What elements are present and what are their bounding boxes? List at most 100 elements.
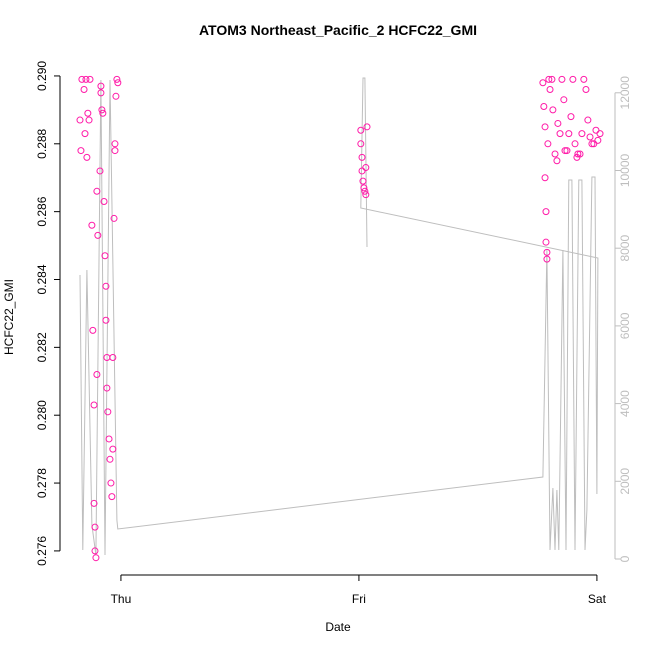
data-point <box>540 102 548 110</box>
data-point <box>93 370 101 378</box>
data-point <box>109 354 117 362</box>
data-point <box>551 150 559 158</box>
data-point <box>586 133 594 141</box>
data-point <box>100 197 108 205</box>
y-tick-label: 0.278 <box>35 468 49 498</box>
x-axis-label: Date <box>325 620 351 634</box>
data-point <box>548 75 556 83</box>
data-point <box>358 167 366 175</box>
data-point <box>567 113 575 121</box>
data-point <box>584 116 592 124</box>
data-point <box>90 401 98 409</box>
data-point <box>88 221 96 229</box>
y-tick-label: 0.282 <box>35 332 49 362</box>
y-axis-label: HCFC22_GMI <box>2 279 16 355</box>
data-point <box>97 82 105 90</box>
data-point <box>113 75 121 83</box>
data-point <box>101 252 109 260</box>
data-point <box>76 116 84 124</box>
data-point <box>596 130 604 138</box>
data-point <box>554 119 562 127</box>
data-point <box>542 238 550 246</box>
x-tick-label: Thu <box>111 592 132 606</box>
data-point <box>563 147 571 155</box>
y2-tick-label: 10000 <box>618 153 632 187</box>
y2-tick-label: 2000 <box>618 468 632 495</box>
data-point <box>582 86 590 94</box>
data-point <box>85 116 93 124</box>
data-point <box>82 75 90 83</box>
data-point <box>89 326 97 334</box>
data-point <box>588 140 596 148</box>
data-point <box>553 157 561 165</box>
data-point <box>560 96 568 104</box>
y2-tick-label: 6000 <box>618 312 632 339</box>
data-point <box>569 75 577 83</box>
data-point <box>580 75 588 83</box>
data-point <box>362 191 370 199</box>
y-tick-label: 0.284 <box>35 264 49 294</box>
data-point <box>104 408 112 416</box>
data-point <box>545 75 553 83</box>
data-point <box>78 75 86 83</box>
data-point <box>94 231 102 239</box>
data-point <box>357 140 365 148</box>
data-point <box>541 174 549 182</box>
data-point <box>86 75 94 83</box>
data-point <box>83 153 91 161</box>
data-point <box>543 248 551 256</box>
data-point <box>558 75 566 83</box>
data-point <box>110 214 118 222</box>
data-point <box>91 547 99 555</box>
data-point <box>106 455 114 463</box>
data-point <box>77 147 85 155</box>
data-point <box>91 523 99 531</box>
chart-title: ATOM3 Northeast_Pacific_2 HCFC22_GMI <box>199 22 477 38</box>
data-point <box>102 316 110 324</box>
data-point <box>571 140 579 148</box>
data-point <box>93 187 101 195</box>
y2-tick-label: 4000 <box>618 390 632 417</box>
data-point <box>109 445 117 453</box>
data-point <box>574 150 582 158</box>
data-point <box>594 136 602 144</box>
data-point <box>114 79 122 87</box>
data-point <box>539 79 547 87</box>
data-point <box>103 384 111 392</box>
y2-tick-label: 8000 <box>618 235 632 262</box>
data-point <box>578 130 586 138</box>
data-point <box>107 479 115 487</box>
y2-tick-label: 0 <box>618 555 632 562</box>
y-tick-label: 0.280 <box>35 400 49 430</box>
data-point <box>97 89 105 97</box>
data-point <box>98 106 106 114</box>
data-point <box>362 164 370 172</box>
data-point <box>541 123 549 131</box>
x-tick-label: Fri <box>352 592 366 606</box>
y-tick-label: 0.286 <box>35 196 49 226</box>
x-tick-label: Sat <box>588 592 607 606</box>
y-tick-label: 0.276 <box>35 536 49 566</box>
data-point <box>592 126 600 134</box>
data-point <box>102 282 110 290</box>
data-point <box>99 109 107 117</box>
data-point <box>543 255 551 263</box>
data-point <box>359 177 367 185</box>
y-tick-label: 0.288 <box>35 128 49 158</box>
data-point <box>96 167 104 175</box>
data-point <box>360 184 368 192</box>
data-point <box>111 147 119 155</box>
data-point <box>105 435 113 443</box>
data-point <box>92 554 100 562</box>
data-point <box>542 208 550 216</box>
data-point <box>561 147 569 155</box>
data-point <box>84 109 92 117</box>
data-point <box>108 493 116 501</box>
data-point <box>565 130 573 138</box>
data-point <box>363 123 371 131</box>
data-point <box>358 153 366 161</box>
altitude-line <box>79 77 599 556</box>
data-point <box>549 106 557 114</box>
data-point <box>90 499 98 507</box>
